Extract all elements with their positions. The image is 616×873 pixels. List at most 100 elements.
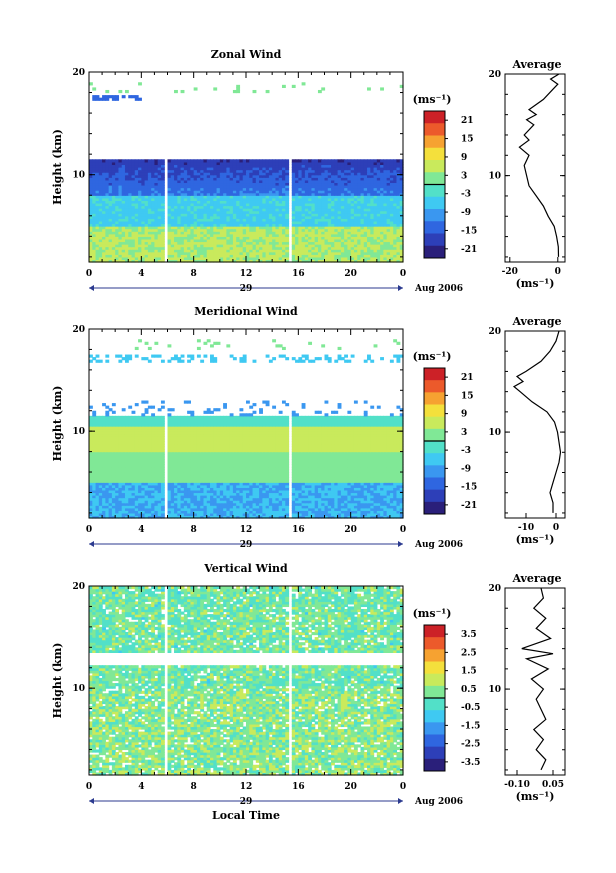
colorbar-segment [424,428,445,442]
average-title: Average [511,572,561,585]
colorbar-tick-label: 3 [461,171,467,181]
xtick-label: 12 [240,782,253,792]
heatmap [89,586,404,776]
ytick-label: 20 [72,68,85,78]
colorbar-tick-label: -15 [461,483,477,493]
average-ytick-label: 10 [488,428,501,438]
colorbar-segment [424,746,445,760]
colorbar-segment [424,404,445,418]
colorbar-segment [424,184,445,198]
colorbar-tick-label: -2.5 [461,740,480,750]
colorbar-tick-label: 1.5 [461,667,477,677]
xtick-label: 0 [400,269,406,279]
ylabel: Height (km) [51,643,64,719]
average-xtick-label: -10 [518,523,534,533]
xtick-label: 0 [86,782,92,792]
colorbar-segment [424,441,445,454]
panel-2: Meridional Wind 10 20 Height (km) 0 4 8 12 16 20 0… [51,305,566,550]
colorbar-segment [424,465,445,478]
colorbar-tick-label: -15 [461,226,477,236]
panel-title: Meridional Wind [194,305,298,318]
colorbar-tick-label: -3.5 [461,758,480,768]
colorbar-segment [424,698,445,711]
ytick-label: 20 [72,582,85,592]
average-xlabel: (ms⁻¹) [516,533,555,546]
average-ytick-label: 10 [488,172,501,182]
colorbar-segment [424,245,445,259]
average-xtick-label: -0.10 [504,780,530,790]
xtick-label: 0 [86,269,92,279]
average-xtick-label: 0.05 [542,780,564,790]
average-xlabel: (ms⁻¹) [516,277,555,290]
day-bar-arrow-right [398,285,403,291]
month-label: Aug 2006 [414,540,463,550]
xtick-label: 20 [344,782,357,792]
colorbar-tick-label: -1.5 [461,721,480,731]
colorbar-segment [424,625,445,638]
colorbar-segment [424,722,445,735]
month-label: Aug 2006 [414,284,463,294]
average-panel: Average 10 20 -0.10 0.05(ms⁻¹) [488,572,566,803]
colorbar-segment [424,196,445,210]
colorbar-unit: (ms⁻¹) [413,93,452,106]
colorbar-segment [424,489,445,503]
colorbar-segment [424,368,445,381]
ytick-label: 10 [72,427,85,437]
average-profile-line [521,587,554,771]
xtick-label: 16 [292,782,305,792]
xtick-label: 4 [138,269,144,279]
xtick-label: 8 [191,269,197,279]
xtick-label: 8 [191,782,197,792]
panel-title: Vertical Wind [203,562,288,575]
colorbar-segment [424,111,445,124]
xtick-label: 12 [240,269,253,279]
colorbar-tick-label: -0.5 [461,703,480,713]
colorbar-segment [424,734,445,748]
average-xlabel: (ms⁻¹) [516,790,555,803]
colorbar-tick-label: -9 [461,464,471,474]
day-bar-arrow-left [89,541,94,547]
average-ytick-label: 10 [488,685,501,695]
ytick-label: 10 [72,171,85,181]
average-ytick-label: 20 [488,327,501,337]
colorbar-tick-label: -9 [461,208,471,218]
colorbar-segment [424,673,445,687]
colorbar-tick-label: -3 [461,446,471,456]
colorbar-unit: (ms⁻¹) [413,607,452,620]
colorbar-segment [424,160,445,173]
ytick-label: 20 [72,325,85,335]
day-bar-arrow-right [398,541,403,547]
average-frame [504,330,566,519]
colorbar-segment [424,392,445,405]
xlabel: Local Time [212,809,280,822]
xtick-label: 4 [138,525,144,535]
colorbar-tick-label: -21 [461,245,477,255]
colorbar-tick-label: 21 [461,373,474,383]
xtick-label: 16 [292,269,305,279]
xtick-label: 8 [191,525,197,535]
colorbar-segment [424,416,445,430]
colorbar: 21 15 9 3 -3 -9 -15 -21 [423,367,477,515]
average-frame [504,587,566,776]
average-title: Average [511,58,561,71]
colorbar-segment [424,637,445,650]
colorbar-segment [424,710,445,723]
colorbar-tick-label: 9 [461,153,467,163]
ytick-label: 10 [72,684,85,694]
colorbar-tick-label: 2.5 [461,648,477,658]
colorbar: 3.5 2.5 1.5 0.5 -0.5 -1.5 -2.5 -3.5 [423,624,480,772]
xtick-label: 12 [240,525,253,535]
colorbar-tick-label: 9 [461,410,467,420]
ylabel: Height (km) [51,129,64,205]
ylabel: Height (km) [51,386,64,462]
day-bar-arrow-left [89,285,94,291]
month-label: Aug 2006 [414,797,463,807]
day-label: 29 [240,797,253,807]
average-ytick-label: 20 [488,70,501,80]
colorbar-tick-label: 15 [461,135,474,145]
day-label: 29 [240,540,253,550]
day-label: 29 [240,284,253,294]
colorbar-tick-label: 3 [461,428,467,438]
xtick-label: 0 [86,525,92,535]
